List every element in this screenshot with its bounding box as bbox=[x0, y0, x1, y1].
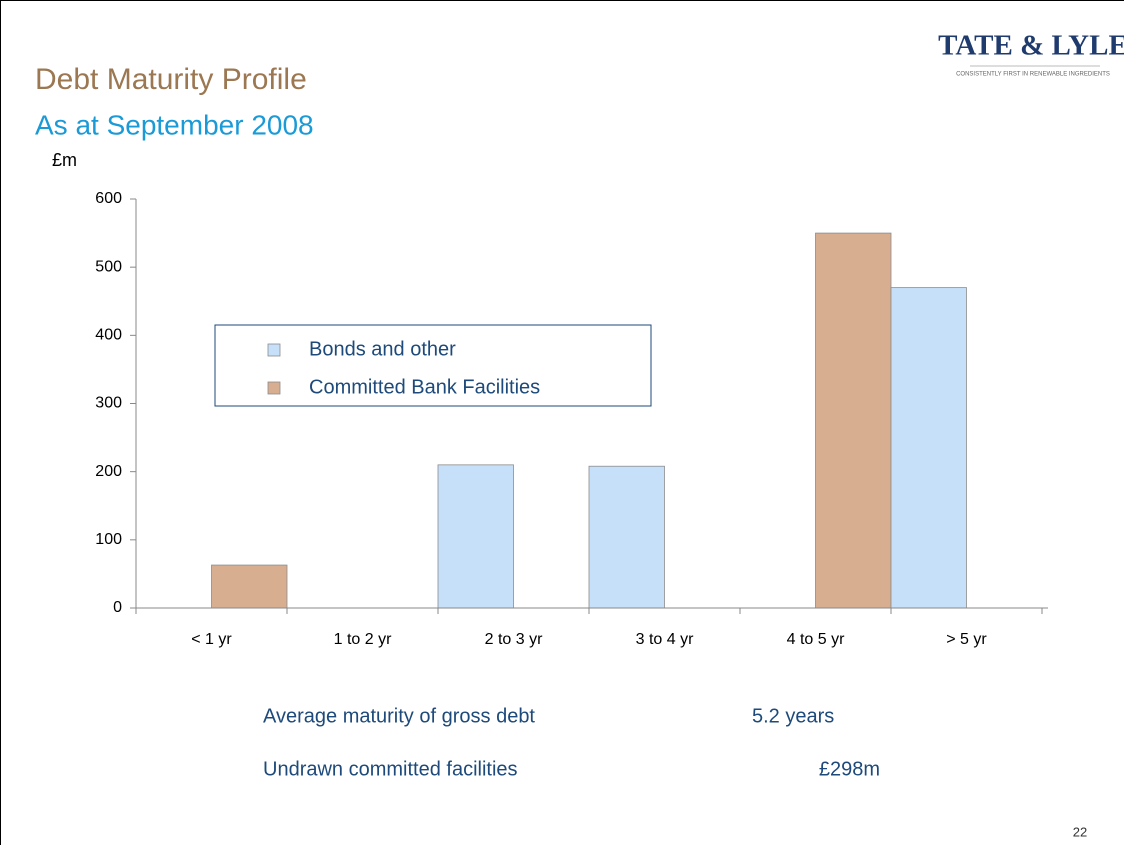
legend-swatch bbox=[267, 381, 281, 395]
logo-tagline: CONSISTENTLY FIRST IN RENEWABLE INGREDIE… bbox=[956, 72, 1110, 78]
legend-swatch bbox=[267, 343, 281, 357]
bar bbox=[815, 232, 892, 609]
bar bbox=[437, 464, 514, 609]
x-tick-label: < 1 yr bbox=[191, 631, 232, 648]
y-tick-label: 200 bbox=[95, 463, 122, 480]
y-tick-label: 500 bbox=[95, 258, 122, 275]
x-tick-label: 1 to 2 yr bbox=[334, 631, 392, 648]
y-tick-label: 100 bbox=[95, 531, 122, 548]
legend-label: Committed Bank Facilities bbox=[309, 376, 540, 398]
note-value: 5.2 years bbox=[752, 705, 834, 727]
bar bbox=[588, 465, 665, 609]
logo: TATE & LYLE bbox=[938, 30, 1124, 62]
title: Debt Maturity Profile bbox=[35, 63, 307, 96]
subtitle: As at September 2008 bbox=[35, 109, 314, 140]
page-number: 22 bbox=[1073, 824, 1087, 839]
y-tick-label: 600 bbox=[95, 190, 122, 207]
note-label: Average maturity of gross debt bbox=[263, 705, 535, 727]
bar bbox=[890, 287, 967, 609]
y-tick-label: 0 bbox=[113, 599, 122, 616]
bar bbox=[211, 564, 288, 609]
x-tick-label: 2 to 3 yr bbox=[485, 631, 543, 648]
legend-label: Bonds and other bbox=[309, 338, 456, 360]
legend bbox=[214, 324, 652, 407]
y-tick-label: 300 bbox=[95, 395, 122, 412]
x-tick-label: > 5 yr bbox=[946, 631, 987, 648]
y-tick-label: 400 bbox=[95, 327, 122, 344]
note-value: £298m bbox=[819, 758, 880, 780]
x-tick-label: 3 to 4 yr bbox=[636, 631, 694, 648]
x-tick-label: 4 to 5 yr bbox=[787, 631, 845, 648]
y-axis-label: £m bbox=[52, 150, 77, 170]
note-label: Undrawn committed facilities bbox=[263, 758, 518, 780]
